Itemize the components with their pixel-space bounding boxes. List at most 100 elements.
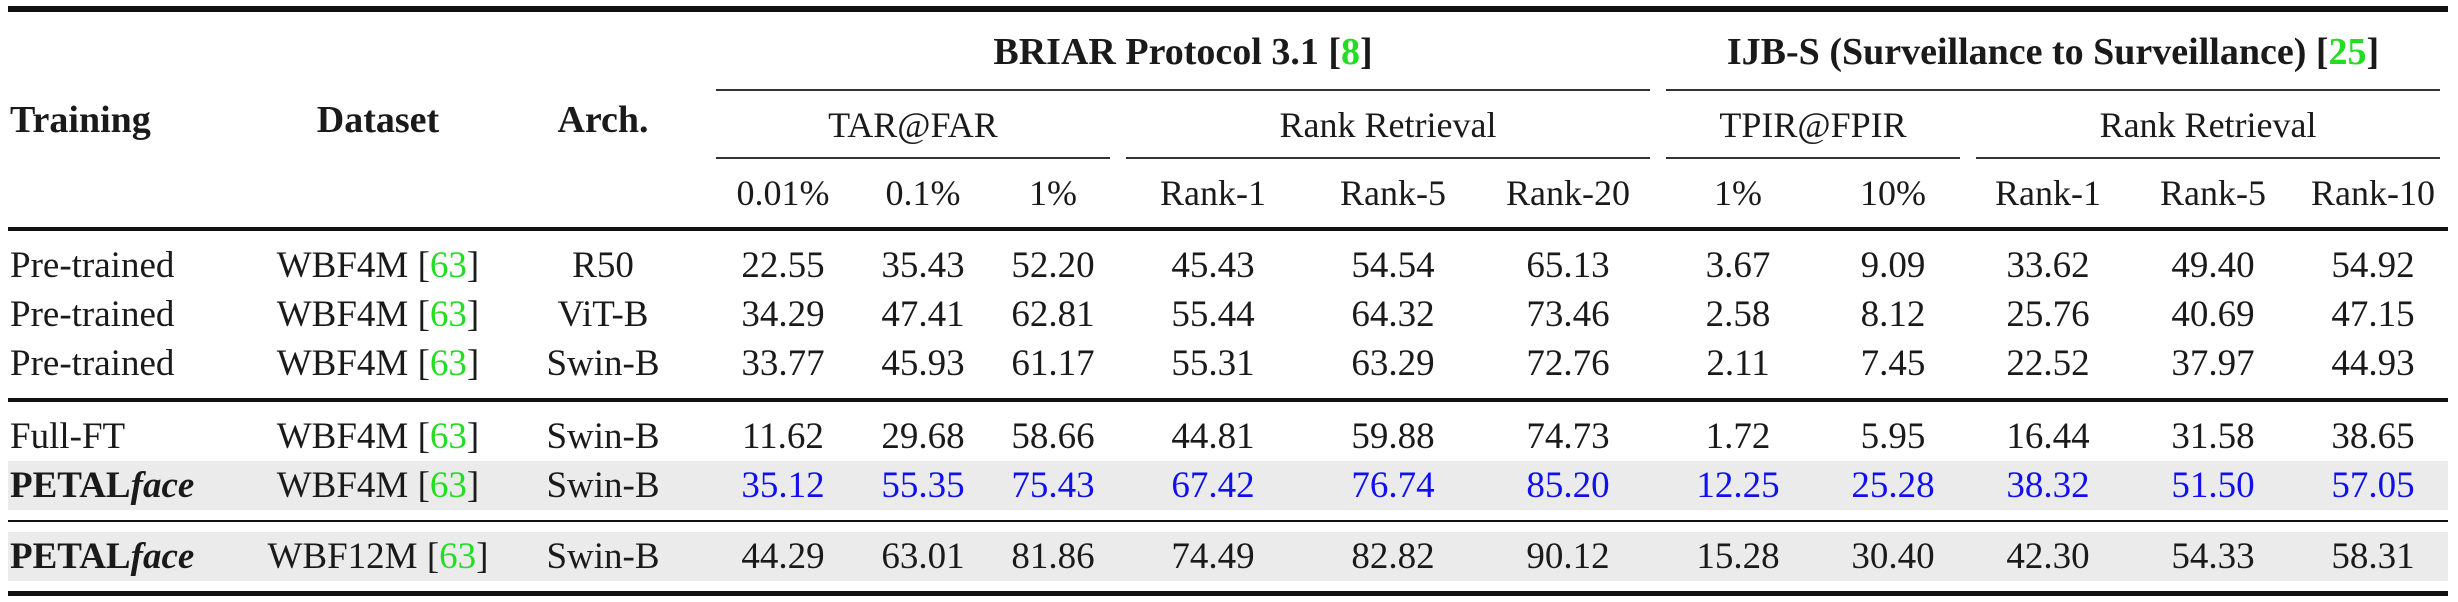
metric-value: 54.92 — [2331, 245, 2415, 286]
arch-cell: Swin-B — [546, 465, 660, 506]
scaled-group: PETALface WBF12M [63] Swin-B 44.29 63.01 81.8… — [8, 521, 2449, 594]
training-cell: Full-FT — [10, 416, 126, 457]
metric-value: 25.76 — [2006, 294, 2090, 335]
metric-value: 55.44 — [1171, 294, 1255, 335]
metric-value: 54.33 — [2171, 536, 2255, 577]
metric-value: 38.32 — [2006, 465, 2090, 506]
metric-value: 55.35 — [881, 465, 965, 506]
metric-value: 57.05 — [2331, 465, 2415, 506]
metric-value: 75.43 — [1011, 465, 1095, 506]
metric-value: 76.74 — [1351, 465, 1435, 506]
metric-header: 1% — [1029, 173, 1077, 213]
citation: 63 — [429, 416, 467, 457]
metric-value: 72.76 — [1526, 343, 1610, 384]
header-training: Training — [10, 98, 151, 141]
metric-value: 74.73 — [1526, 416, 1610, 457]
metric-value: 67.42 — [1171, 465, 1255, 506]
metric-value: 65.13 — [1526, 245, 1610, 286]
metric-header: Rank-5 — [2160, 173, 2267, 213]
dataset-cell: WBF4M [63] — [276, 294, 480, 335]
training-cell: Pre-trained — [10, 343, 175, 384]
metric-value: 74.49 — [1171, 536, 1255, 577]
training-cell: Pre-trained — [10, 294, 175, 335]
metric-value: 51.50 — [2171, 465, 2255, 506]
citation: 63 — [429, 343, 467, 384]
arch-cell: R50 — [572, 245, 634, 286]
metric-value: 81.86 — [1011, 536, 1095, 577]
metric-value: 49.40 — [2171, 245, 2255, 286]
dataset-cell: WBF4M [63] — [276, 245, 480, 286]
citation: 63 — [439, 536, 477, 577]
metric-value: 2.11 — [1706, 343, 1770, 384]
metric-value: 42.30 — [2006, 536, 2090, 577]
table-row: PETALface WBF4M [63] Swin-B 35.12 55.35 75.43… — [8, 461, 2449, 510]
metric-header: 10% — [1860, 173, 1927, 213]
row-spacer — [8, 388, 2448, 400]
finetune-group: Full-FT WBF4M [63] Swin-B 11.62 29.68 58.66 44… — [8, 400, 2449, 521]
table-row: Full-FT WBF4M [63] Swin-B 11.62 29.68 58.66 44… — [8, 412, 2448, 461]
metric-value: 29.68 — [881, 416, 965, 457]
metric-value: 16.44 — [2006, 416, 2090, 457]
metric-header: 1% — [1714, 173, 1763, 213]
arch-cell: ViT-B — [557, 294, 649, 335]
table-row: Pre-trained WBF4M [63] R50 22.55 35.43 52.20 4… — [8, 241, 2448, 290]
metric-value: 44.93 — [2331, 343, 2415, 384]
metric-value: 9.09 — [1860, 245, 1926, 286]
group-header-ijbs: IJB-S (Surveillance to Surveillance) [25… — [1658, 9, 2448, 91]
header-arch: Arch. — [557, 98, 649, 141]
metric-header: Rank-5 — [1340, 173, 1446, 213]
metric-value: 5.95 — [1860, 416, 1926, 457]
metric-value: 33.62 — [2006, 245, 2090, 286]
metric-value: 85.20 — [1526, 465, 1610, 506]
arch-cell: Swin-B — [546, 536, 660, 577]
metric-value: 61.17 — [1011, 343, 1095, 384]
row-spacer — [8, 510, 2448, 521]
metric-value: 90.12 — [1526, 536, 1610, 577]
metric-value: 22.55 — [741, 245, 825, 286]
metric-value: 63.01 — [881, 536, 965, 577]
metric-value: 45.93 — [881, 343, 965, 384]
metric-value: 22.52 — [2006, 343, 2090, 384]
metric-value: 58.31 — [2331, 536, 2415, 577]
subgroup-tpir-fpir: TPIR@FPIR — [1658, 91, 1968, 159]
group-header-briar: BRIAR Protocol 3.1 [8] — [708, 9, 1658, 91]
header-row-groups: Training Dataset Arch. BRIAR Protocol 3.… — [8, 9, 2449, 141]
metric-header: Rank-1 — [1160, 173, 1266, 213]
dataset-cell: WBF4M [63] — [276, 343, 480, 384]
row-spacer — [8, 229, 2448, 241]
row-spacer — [8, 581, 2448, 594]
metric-header: Rank-10 — [2311, 173, 2436, 213]
header-row-metrics: 0.01% 0.1% 1% Rank-1 Rank-5 Rank-20 1% 1… — [8, 159, 2448, 229]
metric-value: 52.20 — [1011, 245, 1095, 286]
metric-value: 64.32 — [1351, 294, 1435, 335]
citation: 63 — [429, 465, 467, 506]
table-row: Pre-trained WBF4M [63] ViT-B 34.29 47.41 62.8… — [8, 290, 2448, 339]
results-table: Training Dataset Arch. BRIAR Protocol 3.… — [8, 6, 2449, 596]
metric-value: 47.15 — [2331, 294, 2415, 335]
metric-value: 15.28 — [1696, 536, 1780, 577]
metric-value: 44.29 — [741, 536, 825, 577]
pretrained-group: Pre-trained WBF4M [63] R50 22.55 35.43 52.20 4… — [8, 229, 2449, 400]
metric-value: 63.29 — [1351, 343, 1435, 384]
metric-value: 58.66 — [1011, 416, 1095, 457]
metric-value: 2.58 — [1705, 294, 1771, 335]
metric-value: 37.97 — [2171, 343, 2255, 384]
dataset-cell: WBF4M [63] — [276, 465, 480, 506]
metric-value: 59.88 — [1351, 416, 1435, 457]
metric-value: 30.40 — [1851, 536, 1935, 577]
subgroup-rank-retrieval-ijbs: Rank Retrieval — [1968, 91, 2448, 159]
training-cell: Pre-trained — [10, 245, 175, 286]
dataset-cell: WBF12M [63] — [267, 536, 489, 577]
metric-value: 82.82 — [1351, 536, 1435, 577]
metric-header: 0.01% — [736, 173, 830, 213]
subgroup-rank-retrieval-briar: Rank Retrieval — [1118, 91, 1658, 159]
citation: 63 — [429, 245, 467, 286]
citation: 25 — [2328, 30, 2367, 73]
metric-value: 47.41 — [881, 294, 965, 335]
table-row: PETALface WBF12M [63] Swin-B 44.29 63.01 81.8… — [8, 532, 2449, 581]
metric-value: 45.43 — [1171, 245, 1255, 286]
metric-value: 55.31 — [1171, 343, 1255, 384]
metric-value: 7.45 — [1860, 343, 1926, 384]
citation: 8 — [1340, 30, 1360, 73]
